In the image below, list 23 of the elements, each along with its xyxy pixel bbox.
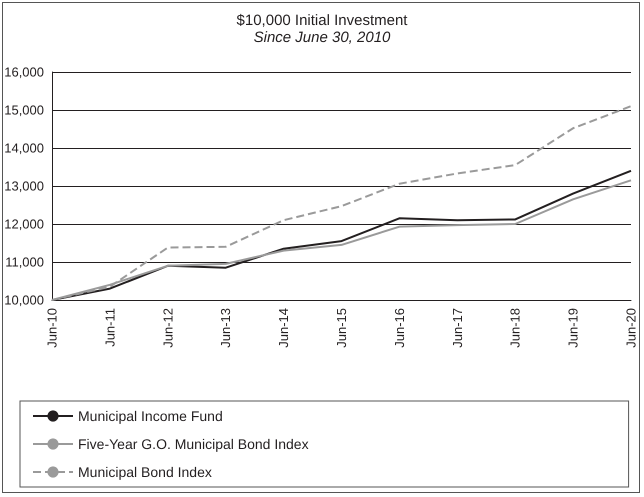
x-tick-label: Jun-16 xyxy=(392,308,407,348)
x-tick-label: Jun-17 xyxy=(450,308,465,348)
y-tick-label: 11,000 xyxy=(5,254,44,270)
chart-subtitle: Since June 30, 2010 xyxy=(254,29,392,46)
x-tick-label: Jun-12 xyxy=(160,308,176,348)
y-tick-label: 16,000 xyxy=(4,64,44,80)
x-tick-label: Jun-13 xyxy=(218,308,234,348)
x-tick-label: Jun-18 xyxy=(508,308,523,348)
x-tick-label: Jun-19 xyxy=(566,308,581,348)
legend-label: Municipal Income Fund xyxy=(78,408,223,424)
y-tick-label: 12,000 xyxy=(4,216,44,232)
y-tick-label: 14,000 xyxy=(4,140,44,156)
legend-label: Municipal Bond Index xyxy=(78,464,212,480)
y-tick-label: 10,000 xyxy=(4,292,44,308)
y-tick-label: 15,000 xyxy=(4,102,44,118)
y-tick-label: 13,000 xyxy=(4,178,44,194)
legend-label: Five-Year G.O. Municipal Bond Index xyxy=(78,436,309,452)
x-tick-label: Jun-14 xyxy=(276,308,292,348)
x-tick-label: Jun-20 xyxy=(624,308,638,348)
x-tick-label: Jun-15 xyxy=(334,308,349,348)
x-tick-label: Jun-10 xyxy=(44,308,60,348)
chart-title: $10,000 Initial Investment xyxy=(236,12,408,29)
x-tick-label: Jun-11 xyxy=(102,308,118,347)
